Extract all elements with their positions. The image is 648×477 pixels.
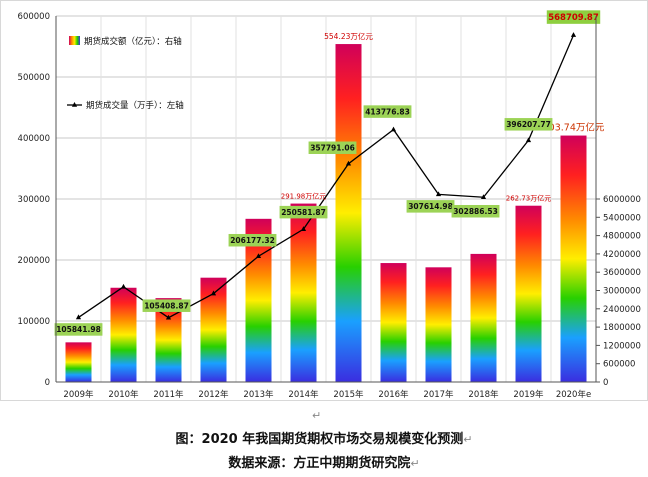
bar-data-label: 554.23万亿元 — [324, 31, 373, 41]
line-data-label: 568709.87 — [548, 13, 599, 23]
left-tick-label: 500000 — [18, 73, 50, 83]
right-tick-label: 600000 — [603, 360, 635, 370]
line-data-label: 413776.83 — [365, 107, 410, 116]
left-tick-label: 400000 — [18, 134, 50, 144]
x-tick-label: 2015年 — [333, 389, 364, 400]
bar-data-label: 262.73万亿元 — [506, 194, 552, 203]
source-text: 数据来源：方正中期期货研究院 — [228, 456, 411, 471]
line-label-box — [546, 10, 601, 24]
bar-2017年 — [425, 267, 452, 382]
x-tick-label: 2010年 — [108, 389, 139, 400]
line-data-label: 307614.98 — [408, 202, 453, 211]
line-label-box — [279, 205, 328, 219]
bar-2010年 — [110, 287, 137, 382]
line-data-label: 250581.87 — [281, 208, 326, 217]
left-tick-label: 200000 — [18, 256, 50, 266]
bar-2020年e — [560, 135, 587, 382]
line-point-2020年e — [570, 32, 577, 37]
line-label-box — [451, 204, 500, 218]
x-tick-label: 2016年 — [378, 389, 409, 400]
right-tick-label: 5400000 — [603, 213, 641, 223]
line-point-2010年 — [120, 283, 127, 289]
line-label-box — [504, 118, 553, 131]
line-data-label: 357791.06 — [310, 143, 355, 152]
left-tick-label: 100000 — [18, 317, 50, 327]
line-point-2019年 — [525, 137, 532, 143]
bar-2015年 — [335, 44, 362, 383]
left-tick-label: 600000 — [18, 12, 50, 22]
bar-2019年 — [515, 205, 542, 382]
left-tick-label: 0 — [45, 378, 50, 388]
x-tick-label: 2011年 — [153, 389, 184, 400]
x-tick-label: 2013年 — [243, 389, 274, 400]
bar-2009年 — [65, 342, 92, 382]
x-tick-label: 2017年 — [423, 389, 454, 400]
line-data-label: 105408.87 — [144, 301, 189, 310]
line-label-box — [363, 105, 412, 118]
right-tick-label: 4800000 — [603, 232, 641, 242]
line-label-box — [308, 141, 357, 154]
line-point-2012年 — [210, 290, 217, 296]
right-tick-label: 4200000 — [603, 250, 641, 260]
x-tick-label: 2018年 — [468, 389, 499, 400]
chart-area: 291.98万亿元 554.23万亿元 262.73万亿元 403.74万亿元 1058… — [0, 0, 648, 401]
right-tick-label: 1200000 — [603, 341, 641, 351]
legend-line-marker — [71, 102, 78, 107]
bar-data-label: 291.98万亿元 — [281, 192, 327, 201]
legend-bar-label: 期货成交额（亿元）：右轴 — [84, 36, 182, 47]
line-label-box — [142, 299, 191, 312]
right-tick-label: 3000000 — [603, 287, 641, 297]
line-data-label: 302886.53 — [453, 207, 498, 216]
right-tick-label: 1800000 — [603, 323, 641, 333]
x-tick-label: 2020年e — [556, 389, 591, 400]
enter-mark-icon: ↵ — [312, 409, 322, 422]
legend-bar-swatch — [69, 36, 80, 45]
line-point-2009年 — [75, 314, 82, 320]
right-tick-label: 3600000 — [603, 268, 641, 278]
line-label-box — [406, 200, 455, 213]
figure-caption: 图：2020 年我国期货期权市场交易规模变化预测↵ — [0, 428, 648, 447]
line-point-2015年 — [345, 160, 352, 166]
legend-line-label: 期货成交量（万手）：左轴 — [86, 100, 184, 111]
bar-2018年 — [470, 253, 497, 382]
right-tick-label: 0 — [603, 378, 608, 388]
enter-mark-icon: ↵ — [410, 457, 420, 470]
line-point-2017年 — [435, 191, 442, 197]
right-tick-label: 6000000 — [603, 195, 641, 205]
bar-2014年 — [290, 203, 317, 382]
line-label-box — [54, 323, 103, 336]
line-data-label: 105841.98 — [56, 325, 101, 334]
volume-line — [78, 34, 575, 319]
bar-2016年 — [380, 263, 407, 382]
bar-data-label: 403.74万亿元 — [543, 122, 605, 134]
caption-title: 图：2020 年我国期货期权市场交易规模变化预测 — [175, 432, 464, 447]
line-data-label: 396207.77 — [506, 120, 551, 129]
right-tick-label: 2400000 — [603, 305, 641, 315]
data-source: 数据来源：方正中期期货研究院↵ — [0, 452, 648, 471]
line-point-2014年 — [300, 226, 307, 231]
line-point-2018年 — [480, 194, 487, 200]
x-tick-label: 2014年 — [288, 389, 319, 400]
enter-mark-icon: ↵ — [463, 433, 473, 446]
line-point-2011年 — [165, 314, 172, 320]
left-tick-label: 300000 — [18, 195, 50, 205]
line-data-label: 206177.32 — [230, 236, 275, 245]
x-tick-label: 2009年 — [63, 389, 94, 400]
line-label-box — [228, 233, 277, 247]
futures-volume-chart: 291.98万亿元 554.23万亿元 262.73万亿元 403.74万亿元 1058… — [0, 0, 648, 401]
line-point-2013年 — [255, 253, 262, 259]
line-point-2016年 — [390, 126, 397, 132]
x-tick-label: 2012年 — [198, 389, 229, 400]
x-tick-label: 2019年 — [513, 389, 544, 400]
